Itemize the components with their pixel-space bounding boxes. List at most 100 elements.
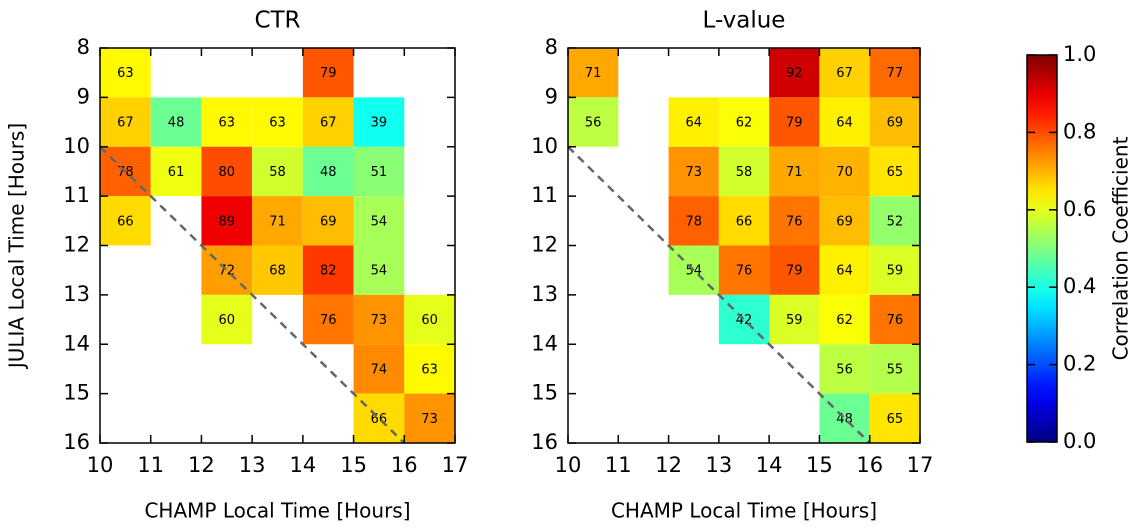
heatmap-cell [201, 97, 253, 147]
cell-label: 54 [371, 214, 388, 229]
cell-label: 82 [320, 264, 337, 279]
cell-label: 51 [371, 165, 388, 180]
y-tick-label: 9 [545, 84, 558, 108]
heatmap-cell [404, 294, 455, 345]
heatmap-cell [252, 146, 303, 197]
cell-label: 73 [421, 412, 438, 427]
heatmap-cell [668, 196, 719, 246]
heatmap-cell [869, 196, 920, 246]
heatmap-cell [302, 97, 354, 147]
cell-label: 63 [117, 66, 134, 81]
heatmap-cell [302, 48, 354, 98]
heatmap-cell [353, 294, 405, 345]
x-tick-label: 15 [340, 453, 367, 477]
heatmap-cell [869, 393, 920, 443]
cell-label: 92 [786, 66, 803, 81]
cell-label: 74 [371, 362, 388, 377]
heatmap-cell [869, 97, 920, 147]
heatmap-cell [353, 97, 405, 147]
cell-label: 59 [786, 313, 803, 328]
heatmap-cell [819, 294, 870, 345]
y-tick-label: 14 [531, 331, 558, 355]
y-tick-label: 10 [63, 134, 90, 158]
cell-label: 76 [786, 214, 803, 229]
x-tick-label: 15 [806, 453, 833, 477]
y-tick-label: 14 [63, 331, 90, 355]
y-tick-label: 12 [531, 233, 558, 257]
heatmap-cell [769, 48, 820, 98]
y-tick-label: 11 [63, 183, 90, 207]
y-tick-label: 15 [531, 381, 558, 405]
cell-label: 69 [320, 214, 337, 229]
colorbar [1026, 54, 1058, 443]
y-tick-label: 8 [545, 35, 558, 59]
cell-label: 66 [117, 214, 134, 229]
y-tick-label: 16 [63, 430, 90, 454]
cell-label: 39 [371, 116, 388, 131]
cell-label: 67 [320, 116, 337, 131]
cell-label: 59 [887, 264, 904, 279]
x-tick-label: 10 [555, 453, 582, 477]
heatmap-cell [201, 146, 253, 197]
heatmap-cell [404, 344, 455, 394]
cell-label: 62 [836, 313, 853, 328]
heatmap-cell [100, 196, 151, 246]
heatmap-cell [201, 196, 253, 246]
colorbar-tick-label: 0.2 [1063, 352, 1096, 376]
x-tick-label: 17 [442, 453, 469, 477]
heatmap-cell [819, 146, 870, 197]
cell-label: 65 [887, 165, 904, 180]
y-tick-label: 11 [531, 183, 558, 207]
cell-label: 71 [269, 214, 286, 229]
cell-label: 52 [887, 214, 904, 229]
cell-label: 69 [836, 214, 853, 229]
x-axis-label: CHAMP Local Time [Hours] [144, 499, 410, 523]
y-tick-label: 9 [77, 84, 90, 108]
heatmap-cell [869, 294, 920, 345]
heatmap-cell [819, 48, 870, 98]
heatmap-cell [769, 196, 820, 246]
heatmap-cell [302, 245, 354, 295]
x-axis-label: CHAMP Local Time [Hours] [611, 499, 877, 523]
y-tick-label: 16 [531, 430, 558, 454]
colorbar-tick-label: 0.6 [1063, 197, 1096, 221]
heatmap-cell [769, 146, 820, 197]
cell-label: 64 [836, 116, 853, 131]
x-tick-label: 16 [391, 453, 418, 477]
cell-label: 73 [371, 313, 388, 328]
heatmap-cell [353, 146, 405, 197]
diagonal-line [99, 145, 406, 444]
y-tick-label: 13 [63, 282, 90, 306]
heatmap-cell [769, 294, 820, 345]
chart-title: L-value [703, 8, 786, 34]
colorbar-tick-label: 1.0 [1063, 42, 1096, 66]
heatmap-cell [201, 294, 253, 345]
x-tick-label: 11 [605, 453, 632, 477]
x-tick-label: 16 [856, 453, 883, 477]
cell-label: 63 [269, 116, 286, 131]
colorbar-tick-label: 0.4 [1063, 274, 1096, 298]
heatmap-cell [869, 146, 920, 197]
cell-label: 65 [887, 412, 904, 427]
y-axis-label: JULIA Local Time [Hours] [5, 123, 29, 370]
cell-label: 71 [585, 66, 602, 81]
cell-label: 77 [887, 66, 904, 81]
heatmap-cell [819, 97, 870, 147]
heatmap-cell [353, 196, 405, 246]
cell-label: 56 [585, 116, 602, 131]
cell-label: 60 [219, 313, 236, 328]
heatmap-cell [718, 245, 770, 295]
heatmap-cell [819, 196, 870, 246]
cell-label: 55 [887, 362, 904, 377]
colorbar-label: Correlation Coefficient [1109, 136, 1133, 360]
heatmap-cell [252, 245, 303, 295]
cell-label: 64 [685, 116, 702, 131]
cell-label: 79 [786, 264, 803, 279]
cell-label: 76 [736, 264, 753, 279]
colorbar-tick-label: 0.0 [1063, 429, 1096, 453]
x-tick-label: 17 [907, 453, 934, 477]
cell-label: 60 [421, 313, 438, 328]
cell-label: 76 [887, 313, 904, 328]
cell-label: 79 [786, 116, 803, 131]
